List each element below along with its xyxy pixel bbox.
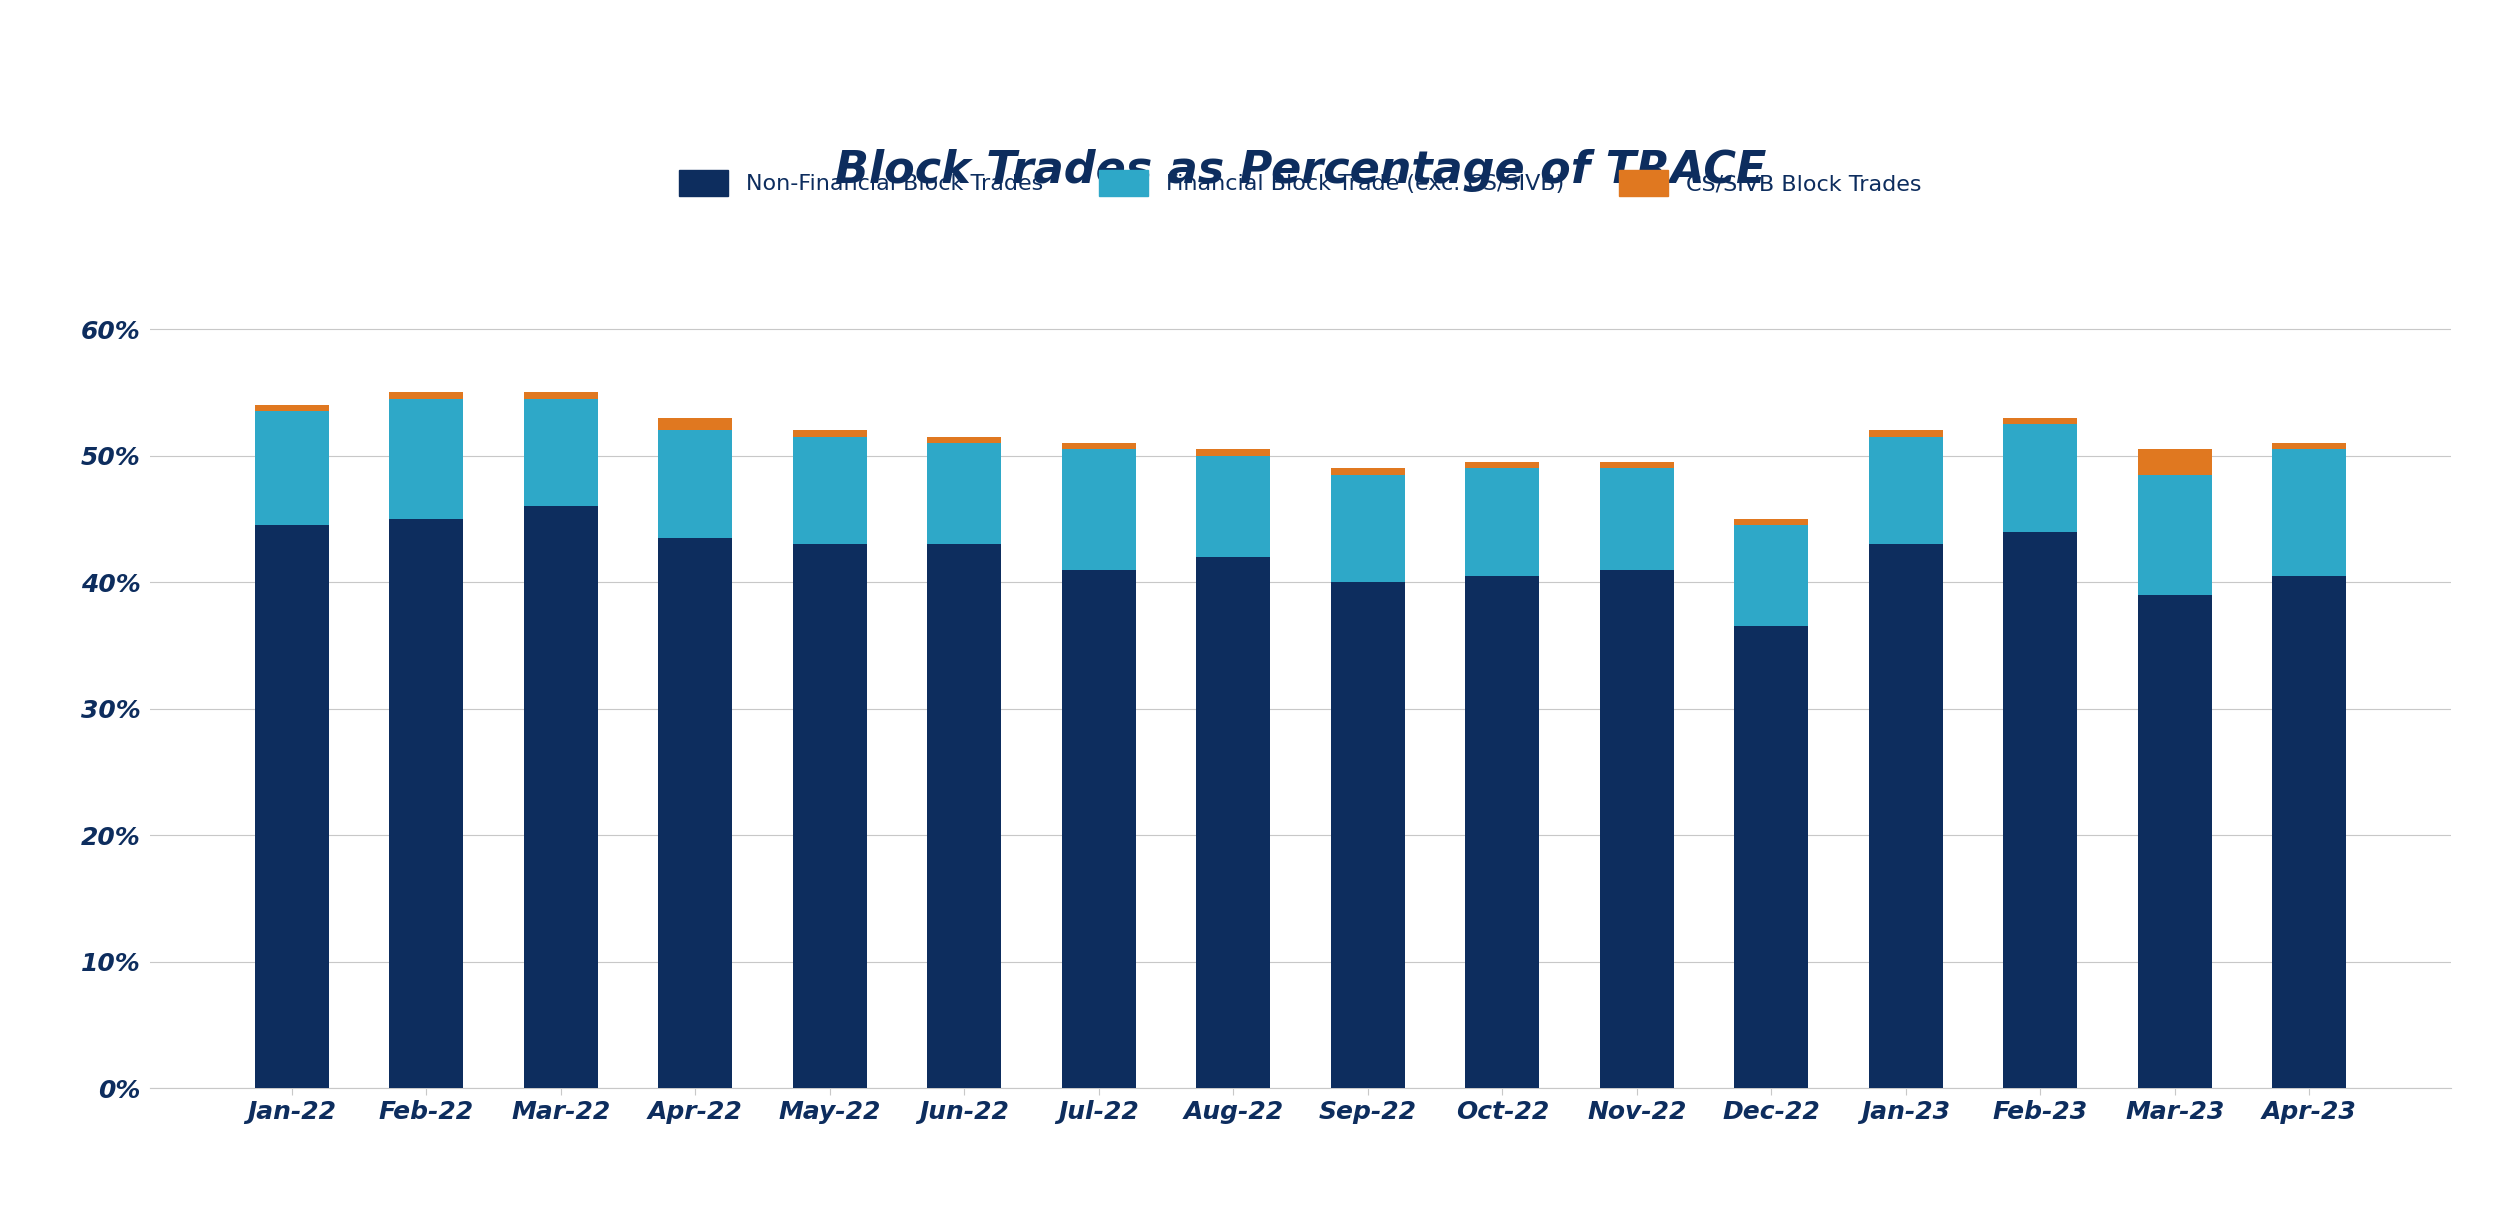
Bar: [1601, 462, 1673, 468]
Bar: [658, 538, 733, 1088]
Bar: [2003, 418, 2078, 424]
Bar: [1063, 450, 1135, 569]
Bar: [390, 519, 463, 1088]
Bar: [1733, 519, 1808, 525]
Bar: [1063, 442, 1135, 450]
Bar: [1868, 544, 1943, 1088]
Bar: [523, 399, 598, 507]
Bar: [523, 393, 598, 399]
Bar: [793, 436, 868, 544]
Bar: [793, 430, 868, 436]
Bar: [928, 442, 1000, 544]
Bar: [1195, 456, 1271, 557]
Bar: [2273, 575, 2346, 1088]
Bar: [1195, 450, 1271, 456]
Bar: [390, 393, 463, 399]
Bar: [2138, 475, 2211, 595]
Bar: [1331, 583, 1406, 1088]
Bar: [255, 525, 328, 1088]
Bar: [2003, 424, 2078, 532]
Title: Block Trades as Percentage of TRACE: Block Trades as Percentage of TRACE: [835, 149, 1766, 192]
Bar: [2138, 595, 2211, 1088]
Bar: [1195, 557, 1271, 1088]
Bar: [1733, 626, 1808, 1088]
Bar: [1466, 575, 1538, 1088]
Bar: [928, 544, 1000, 1088]
Bar: [523, 507, 598, 1088]
Bar: [1466, 462, 1538, 468]
Bar: [2273, 442, 2346, 450]
Bar: [793, 544, 868, 1088]
Bar: [1331, 475, 1406, 583]
Bar: [255, 411, 328, 525]
Bar: [2273, 450, 2346, 575]
Bar: [390, 399, 463, 519]
Bar: [1601, 569, 1673, 1088]
Bar: [658, 430, 733, 538]
Bar: [1733, 525, 1808, 626]
Bar: [928, 436, 1000, 442]
Bar: [255, 405, 328, 411]
Legend: Non-Financial Block Trades, Financial Block Trade (exc. CS/SIVB), CS/SIVB Block : Non-Financial Block Trades, Financial Bl…: [680, 170, 1921, 196]
Bar: [1868, 436, 1943, 544]
Bar: [658, 418, 733, 430]
Bar: [1601, 468, 1673, 569]
Bar: [2138, 450, 2211, 475]
Bar: [1331, 468, 1406, 475]
Bar: [2003, 532, 2078, 1088]
Bar: [1063, 569, 1135, 1088]
Bar: [1466, 468, 1538, 575]
Bar: [1868, 430, 1943, 436]
